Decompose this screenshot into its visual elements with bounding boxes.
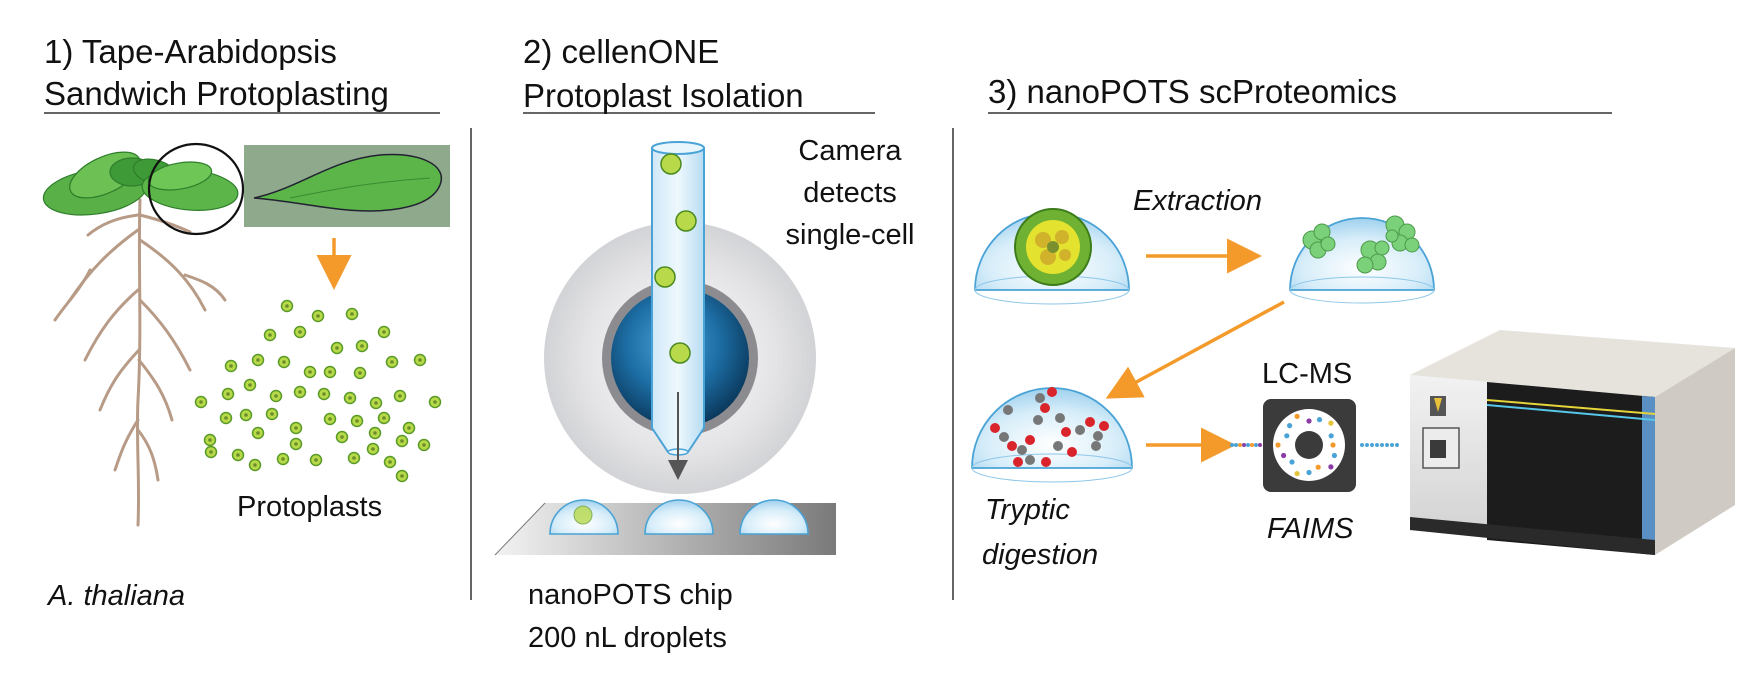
- chip-label-line1: nanoPOTS chip: [528, 579, 733, 611]
- camera-label-line3: single-cell: [785, 219, 915, 251]
- protoplasts-label: Protoplasts: [237, 491, 383, 523]
- panel1-title-line1: 1) Tape-Arabidopsis: [44, 33, 337, 70]
- arabidopsis-plant-icon: [42, 142, 245, 527]
- chip-label-line2: 200 nL droplets: [528, 622, 727, 654]
- species-label: A. thaliana: [48, 580, 186, 612]
- droplet-extracted-proteins: [1289, 215, 1435, 304]
- mass-spectrometer-icon: [1410, 330, 1735, 555]
- panel2-title-line1: 2) cellenONE: [523, 33, 720, 70]
- panel2-title-line2: Protoplast Isolation: [523, 77, 804, 114]
- digestion-arrow: [1105, 300, 1285, 399]
- camera-label-line2: detects: [803, 177, 897, 209]
- camera-label-line1: Camera: [798, 135, 902, 167]
- extraction-label: Extraction: [1133, 185, 1262, 217]
- tape-leaf-panel: [244, 145, 450, 227]
- tryptic-label-line2: digestion: [982, 539, 1099, 571]
- faims-label: FAIMS: [1267, 513, 1354, 545]
- droplet-peptides: [971, 387, 1133, 483]
- panel3-title: 3) nanoPOTS scProteomics: [988, 73, 1397, 110]
- lcms-label: LC-MS: [1262, 358, 1353, 390]
- tryptic-label-line1: Tryptic: [985, 494, 1070, 526]
- capillary-cells: [654, 153, 697, 364]
- protoplast-cluster: [194, 299, 442, 483]
- faims-icon: [1230, 399, 1399, 492]
- chip-droplets: [549, 499, 809, 535]
- panel1-title-line2: Sandwich Protoplasting: [44, 75, 389, 112]
- droplet-single-cell: [974, 208, 1130, 305]
